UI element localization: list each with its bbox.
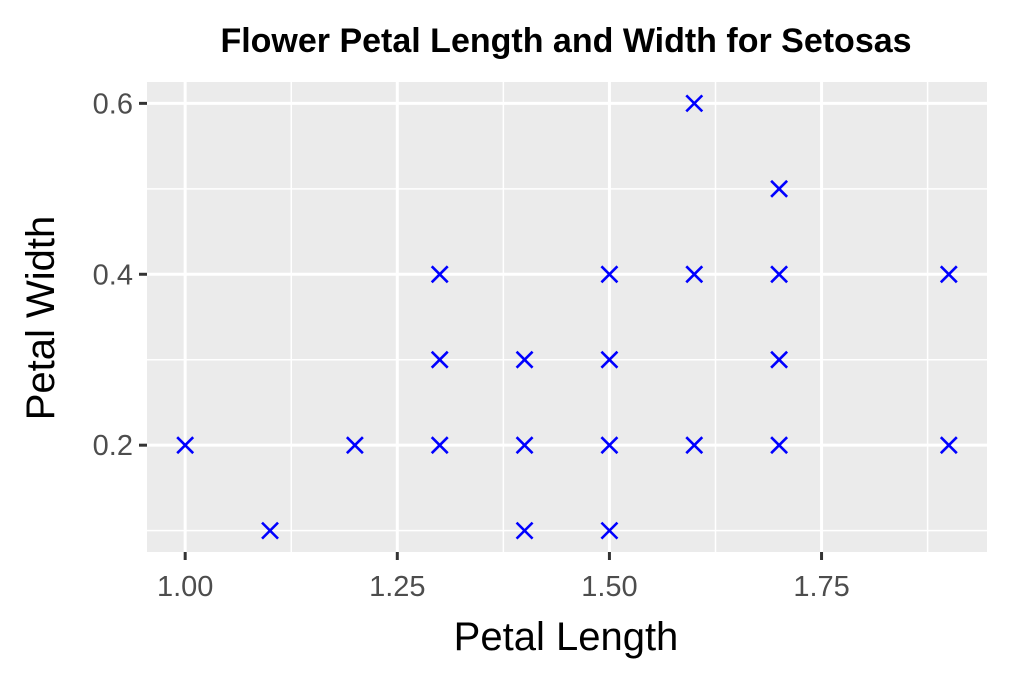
- x-tick-label-1: 1.25: [369, 571, 425, 603]
- plot-panel: [147, 82, 987, 552]
- data-point-6: [515, 521, 534, 540]
- data-point-12: [600, 265, 619, 284]
- data-point-0: [176, 436, 195, 455]
- minor-gridlines: [147, 82, 987, 552]
- data-point-8: [515, 350, 534, 369]
- data-point-2: [345, 436, 364, 455]
- data-point-18: [770, 265, 789, 284]
- data-point-7: [515, 436, 534, 455]
- data-point-20: [939, 436, 958, 455]
- data-point-3: [430, 436, 449, 455]
- data-point-5: [430, 265, 449, 284]
- data-point-9: [600, 521, 619, 540]
- chart-title: Flower Petal Length and Width for Setosa…: [220, 22, 911, 60]
- x-tick-label-3: 1.75: [793, 571, 849, 603]
- data-point-15: [685, 94, 704, 113]
- x-tick-label-0: 1.00: [157, 571, 213, 603]
- data-point-10: [600, 436, 619, 455]
- data-point-14: [685, 265, 704, 284]
- x-axis-title: Petal Length: [454, 615, 679, 659]
- data-point-13: [685, 436, 704, 455]
- major-gridlines: [147, 82, 987, 552]
- data-point-21: [939, 265, 958, 284]
- y-tick-label-2: 0.6: [93, 88, 133, 120]
- data-point-16: [770, 436, 789, 455]
- data-points: [176, 94, 958, 540]
- y-axis-title: Petal Width: [19, 216, 63, 421]
- data-point-4: [430, 350, 449, 369]
- y-tick-label-0: 0.2: [93, 430, 133, 462]
- data-point-11: [600, 350, 619, 369]
- y-tick-label-1: 0.4: [93, 259, 133, 291]
- data-point-1: [261, 521, 279, 540]
- data-point-17: [770, 350, 789, 369]
- axis-ticks: [139, 101, 824, 560]
- data-point-19: [770, 179, 789, 198]
- tick-labels: 1.00 1.25 1.50 1.75 0.2 0.4 0.6: [93, 88, 850, 603]
- x-tick-label-2: 1.50: [581, 571, 637, 603]
